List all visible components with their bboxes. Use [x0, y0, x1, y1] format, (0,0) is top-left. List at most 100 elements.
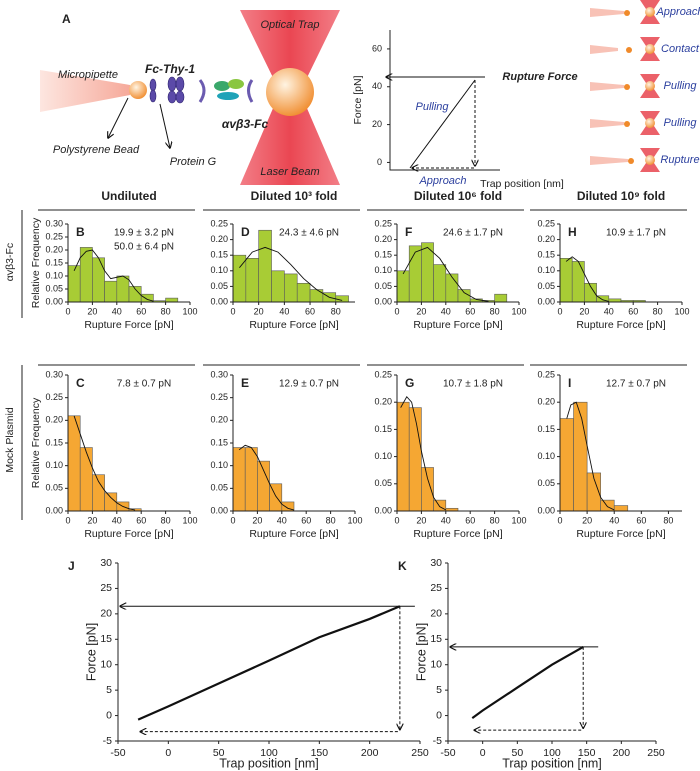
x-axis-label: Rupture Force [pN] [249, 319, 338, 331]
step-label: Rupture [660, 154, 699, 166]
y-tick-label: 0.05 [374, 281, 392, 291]
x-tick-label: 150 [578, 747, 596, 759]
y-tick-label: 0.25 [537, 369, 555, 379]
x-tick-label: 0 [65, 515, 70, 525]
bar [309, 289, 324, 303]
bar [445, 273, 459, 303]
x-tick-label: 40 [441, 306, 451, 316]
y-tick-label: 0.05 [45, 483, 63, 493]
x-axis-label: Rupture Force [pN] [576, 528, 665, 540]
bar [559, 418, 574, 512]
y-tick-label: 0.20 [45, 244, 63, 254]
y-tick-label: -5 [433, 735, 442, 747]
bar [396, 270, 410, 303]
label: Optical Trap [260, 19, 319, 31]
panel-letter: C [76, 376, 85, 390]
y-tick-label: 0.15 [210, 250, 228, 260]
x-tick-label: 80 [490, 306, 500, 316]
y-tick-label: 0.10 [374, 265, 392, 275]
x-tick-label: 60 [465, 306, 475, 316]
x-axis-label: Rupture Force [pN] [249, 528, 338, 540]
trapped-bead [266, 68, 314, 116]
fit-curve [400, 395, 447, 511]
step-pipette [590, 45, 618, 54]
bar [67, 415, 81, 512]
bar [396, 401, 410, 512]
x-tick-label: 60 [628, 306, 638, 316]
y-tick-label: 0.30 [45, 218, 63, 228]
x-tick-label: 0 [165, 747, 171, 759]
step-bead [624, 121, 630, 127]
panel-letter: E [241, 376, 249, 390]
y-tick-label: 20 [372, 119, 382, 129]
y-tick-label: 0.00 [210, 505, 228, 515]
bar [457, 289, 471, 303]
bar [67, 265, 81, 303]
panel-letter: K [398, 559, 407, 573]
y-tick-label: 0.00 [45, 296, 63, 306]
label: Micropipette [58, 69, 118, 81]
y-tick-label: 20 [100, 608, 112, 620]
fit-curve [565, 256, 609, 302]
panel-letter: J [68, 559, 75, 573]
column-header: Diluted 10³ fold [251, 189, 338, 203]
force-trace [471, 645, 584, 720]
label: Protein G [170, 156, 217, 168]
y-tick-label: 25 [100, 582, 112, 594]
y-tick-label: 0.00 [210, 296, 228, 306]
row-label: Mock Plasmid [4, 407, 16, 473]
x-tick-label: 0 [557, 515, 562, 525]
bar [335, 295, 349, 303]
bar [571, 261, 585, 303]
x-tick-label: 20 [252, 515, 262, 525]
step-pipette [590, 82, 624, 91]
pointer [108, 97, 129, 138]
fit-curve [73, 415, 136, 511]
panel-letter: F [405, 225, 412, 239]
label: Laser Beam [260, 166, 319, 178]
x-tick-label: 80 [161, 515, 171, 525]
y-tick-label: 30 [100, 557, 112, 569]
bar [433, 264, 447, 303]
annotation: 7.8 ± 0.7 pN [117, 379, 171, 390]
y-tick-label: 30 [430, 557, 442, 569]
protein-g-icon [149, 76, 185, 104]
step-label: Pulling [663, 117, 697, 129]
step-label: Contact [661, 43, 700, 55]
x-tick-label: 100 [511, 306, 526, 316]
y-tick-label: 0.10 [537, 451, 555, 461]
x-tick-label: 80 [161, 306, 171, 316]
x-tick-label: 50 [213, 747, 225, 759]
bar [559, 258, 573, 303]
panel-letter: G [405, 376, 414, 390]
y-tick-label: 0.15 [537, 250, 555, 260]
integrin-icon [214, 79, 254, 103]
x-tick-label: 200 [361, 747, 379, 759]
row-labels: αvβ3-Fc Mock Plasmid [4, 210, 23, 520]
x-tick-label: 40 [277, 515, 287, 525]
y-tick-label: 0.25 [45, 231, 63, 241]
label: Rupture Force [502, 71, 577, 83]
y-axis-label: Relative Frequency [30, 217, 42, 308]
bar [271, 270, 285, 303]
x-tick-label: 100 [182, 515, 197, 525]
x-tick-label: 0 [480, 747, 486, 759]
y-tick-label: 0 [377, 157, 382, 167]
y-tick-label: 0.15 [210, 437, 228, 447]
y-tick-label: 0.25 [374, 369, 392, 379]
y-tick-label: 0.05 [210, 281, 228, 291]
axis [117, 563, 420, 742]
y-tick-label: 0.15 [374, 424, 392, 434]
bar [408, 407, 422, 512]
bar [613, 505, 629, 512]
y-tick-label: 0.05 [537, 478, 555, 488]
bar [408, 245, 422, 303]
label: Polystyrene Bead [53, 144, 140, 156]
y-axis-label: Force [pN] [414, 623, 428, 681]
y-tick-label: 0.30 [210, 369, 228, 379]
x-tick-label: 20 [579, 306, 589, 316]
x-tick-label: 60 [136, 306, 146, 316]
x-tick-label: 100 [543, 747, 561, 759]
annotation: 24.3 ± 4.6 pN [279, 228, 339, 239]
